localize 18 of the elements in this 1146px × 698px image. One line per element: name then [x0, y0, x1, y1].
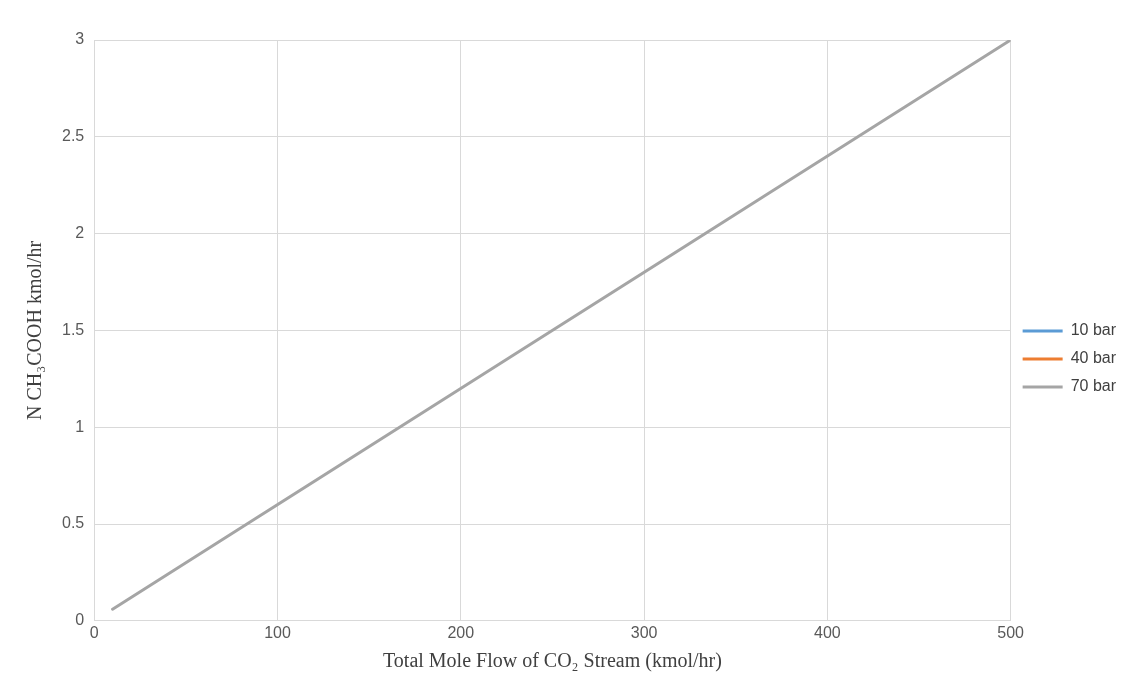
y-tick-label: 0.5 [61, 514, 85, 532]
x-tick-label: 500 [997, 623, 1025, 641]
y-tick-label: 2.5 [61, 127, 85, 145]
y-tick-label: 3 [75, 30, 85, 48]
y-axis-title: N CH₃COOH kmol/hr [23, 240, 46, 420]
x-tick-label: 0 [89, 623, 99, 641]
legend-label: 40 bar [1070, 349, 1117, 367]
x-tick-label: 200 [447, 623, 475, 641]
legend-label: 70 bar [1070, 377, 1117, 395]
y-tick-label: 0 [75, 611, 85, 629]
x-tick-label: 300 [630, 623, 658, 641]
legend-label: 10 bar [1070, 321, 1117, 339]
y-tick-label: 1.5 [61, 320, 85, 338]
y-tick-label: 1 [75, 417, 85, 435]
y-tick-label: 2 [75, 224, 85, 242]
x-tick-label: 400 [814, 623, 841, 641]
x-tick-label: 100 [264, 623, 291, 641]
x-axis-title: Total Mole Flow of CO₂ Stream (kmol/hr) [383, 649, 722, 673]
